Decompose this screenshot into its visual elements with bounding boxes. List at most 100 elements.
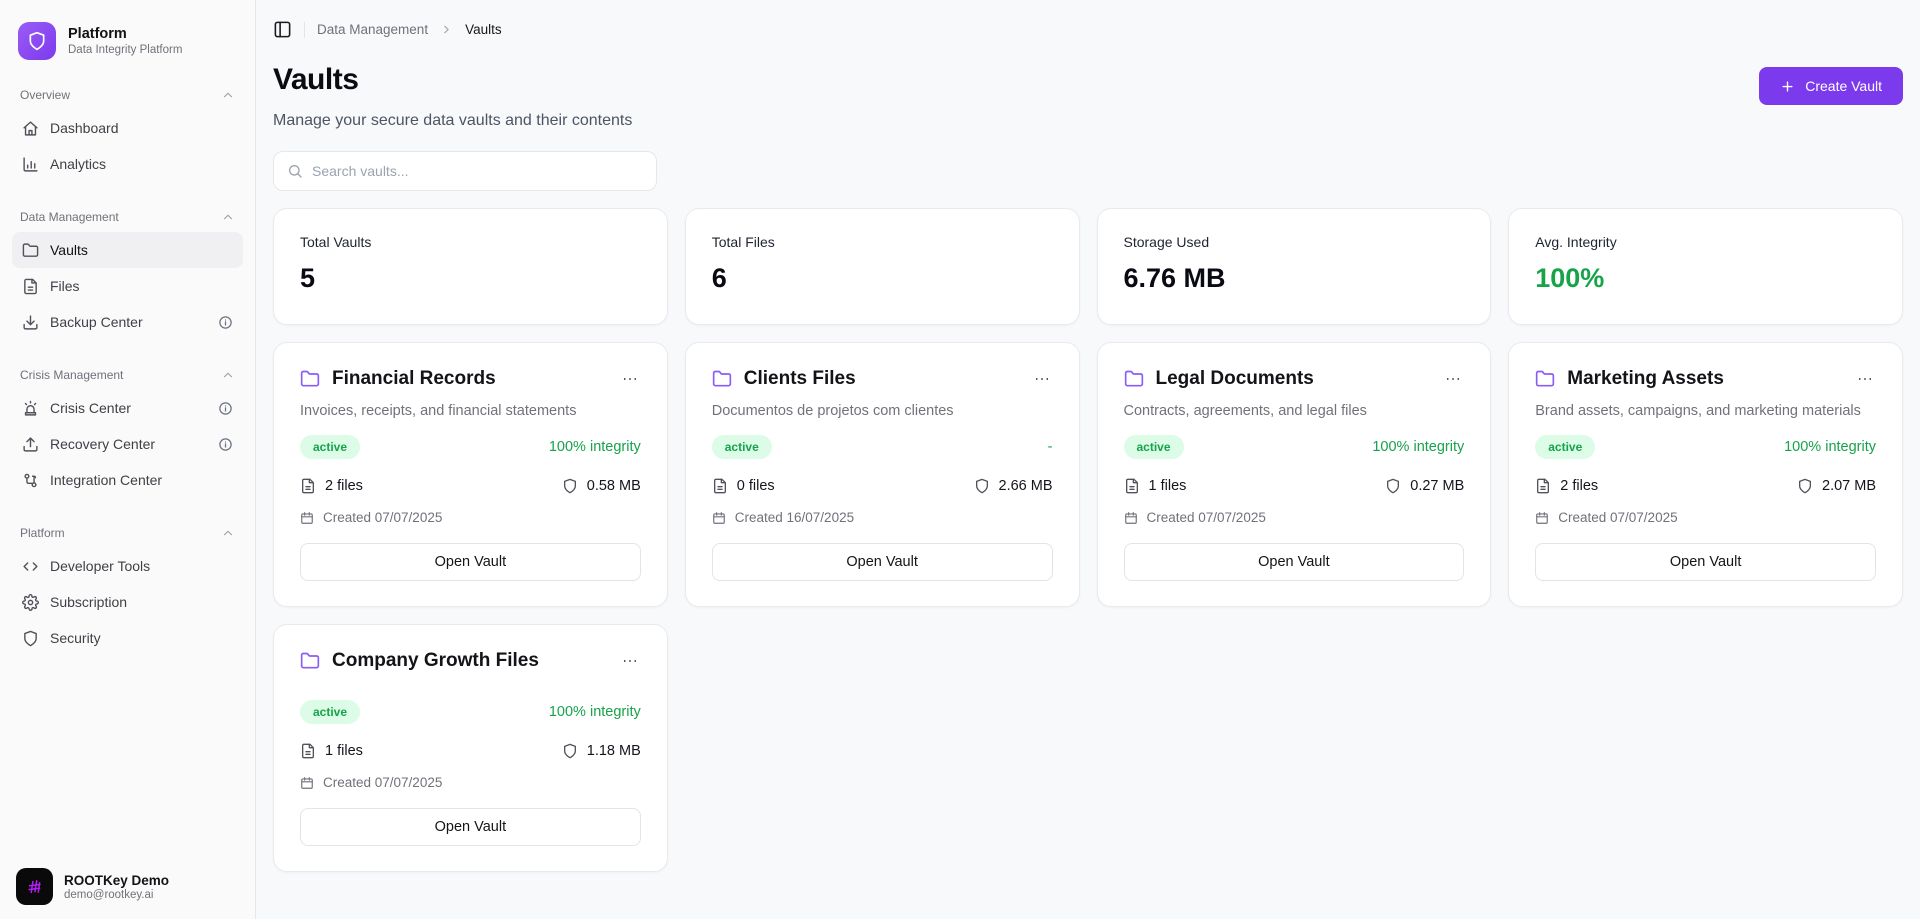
sidebar-item-security[interactable]: Security xyxy=(12,620,243,656)
sidebar-item-files[interactable]: Files xyxy=(12,268,243,304)
sidebar-item-label: Backup Center xyxy=(50,314,143,330)
app-subtitle: Data Integrity Platform xyxy=(68,44,183,56)
user-text: ROOTKey Demo demo@rootkey.ai xyxy=(64,873,169,901)
page-title: Vaults xyxy=(273,63,359,96)
vault-menu-button[interactable] xyxy=(1442,368,1464,390)
sidebar-nav: Overview Dashboard Analytics Data Managemen… xyxy=(12,86,243,656)
vault-menu-button[interactable] xyxy=(619,650,641,672)
calendar-icon xyxy=(1536,511,1549,524)
stat-card-total-files: Total Files 6 xyxy=(684,208,1080,325)
stat-value: 5 xyxy=(300,263,316,293)
status-badge: active xyxy=(711,435,772,459)
status-badge: active xyxy=(300,435,361,459)
workflow-icon xyxy=(24,473,37,487)
vault-size-label: 2.07 MB xyxy=(1822,478,1876,494)
sidebar-item-subscription[interactable]: Subscription xyxy=(12,584,243,620)
info-icon[interactable] xyxy=(218,401,233,416)
vault-menu-button[interactable] xyxy=(1854,368,1876,390)
vault-badge-row: active 100% integrity xyxy=(300,435,641,459)
sidebar-section-overview: Overview Dashboard Analytics xyxy=(12,86,243,182)
vault-description: Invoices, receipts, and financial statem… xyxy=(300,403,577,419)
download-icon xyxy=(23,314,38,330)
stat-label: Storage Used xyxy=(1123,234,1210,250)
vault-created: Created 07/07/2025 xyxy=(300,510,641,525)
sidebar-item-label: Files xyxy=(50,278,80,294)
open-vault-button[interactable]: Open Vault xyxy=(300,543,641,581)
dots-icon xyxy=(1858,378,1872,380)
vault-card-company-growth-files: Company Growth Files active 100% integrity… xyxy=(273,624,668,872)
integrity-label: 100% integrity xyxy=(1784,439,1876,455)
vault-created-label: Created 07/07/2025 xyxy=(1558,510,1678,525)
open-vault-button[interactable]: Open Vault xyxy=(711,543,1053,581)
vault-meta-row: 1 files 0.27 MB xyxy=(1124,478,1465,494)
section-label: Overview xyxy=(20,88,71,102)
breadcrumb: Data Management Vaults xyxy=(273,20,1903,39)
sidebar-item-label: Crisis Center xyxy=(50,400,131,416)
avatar xyxy=(16,868,53,905)
calendar-icon xyxy=(712,511,725,524)
sidebar-item-backup-center[interactable]: Backup Center xyxy=(12,304,243,340)
stat-label: Total Files xyxy=(711,234,775,250)
vault-card-marketing-assets: Marketing Assets Brand assets, campaigns,… xyxy=(1508,342,1903,607)
sidebar-section-header-crisis-management[interactable]: Crisis Management xyxy=(12,366,243,390)
gear-icon xyxy=(22,593,39,611)
file-text-icon xyxy=(302,478,314,494)
open-vault-button[interactable]: Open Vault xyxy=(1535,543,1876,581)
vault-created: Created 16/07/2025 xyxy=(712,510,1053,525)
folder-icon xyxy=(1124,370,1143,387)
sidebar-section-header-platform[interactable]: Platform xyxy=(12,524,243,548)
open-vault-button[interactable]: Open Vault xyxy=(300,808,641,846)
vault-badge-row: active 100% integrity xyxy=(1123,435,1464,459)
vault-meta-row: 2 files 0.58 MB xyxy=(300,478,641,494)
search-input[interactable] xyxy=(312,163,643,179)
sidebar-item-developer-tools[interactable]: Developer Tools xyxy=(12,548,243,584)
vault-size-label: 2.66 MB xyxy=(998,478,1053,494)
create-vault-button[interactable]: Create Vault xyxy=(1759,67,1903,105)
vault-created-label: Created 16/07/2025 xyxy=(734,510,855,525)
sidebar-item-integration-center[interactable]: Integration Center xyxy=(12,462,243,498)
status-badge: active xyxy=(1123,435,1184,459)
info-icon[interactable] xyxy=(218,437,233,452)
sidebar-item-crisis-center[interactable]: Crisis Center xyxy=(12,390,243,426)
sidebar-section-header-overview[interactable]: Overview xyxy=(12,86,243,110)
folder-icon xyxy=(712,370,731,387)
file-text-icon xyxy=(1537,478,1550,494)
user-profile[interactable]: ROOTKey Demo demo@rootkey.ai xyxy=(16,868,169,905)
sidebar-item-recovery-center[interactable]: Recovery Center xyxy=(12,426,243,462)
info-icon[interactable] xyxy=(218,315,233,330)
shield-icon xyxy=(975,478,988,494)
vault-meta-row: 2 files 2.07 MB xyxy=(1535,478,1876,494)
sidebar-section-data-management: Data Management Vaults Files Backup Center xyxy=(12,208,243,340)
vault-menu-button[interactable] xyxy=(1031,368,1053,390)
search-box xyxy=(273,151,657,191)
section-label: Crisis Management xyxy=(20,368,124,382)
sidebar-toggle-button[interactable] xyxy=(273,20,292,39)
siren-icon xyxy=(24,400,37,416)
vault-title: Financial Records xyxy=(332,368,496,389)
vault-size-label: 0.27 MB xyxy=(1410,478,1465,494)
vault-description: Contracts, agreements, and legal files xyxy=(1123,403,1367,419)
open-vault-button[interactable]: Open Vault xyxy=(1123,543,1465,581)
sidebar-item-dashboard[interactable]: Dashboard xyxy=(12,110,243,146)
file-text-icon xyxy=(302,743,314,759)
code-icon xyxy=(23,561,38,571)
vault-files: 1 files xyxy=(300,743,363,759)
vault-menu-button[interactable] xyxy=(619,368,641,390)
sidebar-section-header-data-management[interactable]: Data Management xyxy=(12,208,243,232)
sidebar-section-crisis-management: Crisis Management Crisis Center Recovery C… xyxy=(12,366,243,498)
shield-icon xyxy=(563,478,576,494)
sidebar-item-vaults[interactable]: Vaults xyxy=(12,232,243,268)
breadcrumb-current: Vaults xyxy=(465,22,502,37)
folder-icon xyxy=(300,370,320,387)
sidebar-item-analytics[interactable]: Analytics xyxy=(12,146,243,182)
sidebar-item-label: Developer Tools xyxy=(50,558,151,574)
stat-card-avg-integrity: Avg. Integrity 100% xyxy=(1508,208,1903,325)
breadcrumb-parent[interactable]: Data Management xyxy=(317,22,429,37)
vault-files-label: 2 files xyxy=(1560,478,1599,494)
vault-description: Brand assets, campaigns, and marketing m… xyxy=(1535,403,1861,419)
user-email: demo@rootkey.ai xyxy=(64,888,154,901)
section-label: Platform xyxy=(20,526,65,540)
vault-created: Created 07/07/2025 xyxy=(300,775,641,790)
integrity-label: - xyxy=(1047,439,1053,455)
vault-badge-row: active - xyxy=(711,435,1053,459)
